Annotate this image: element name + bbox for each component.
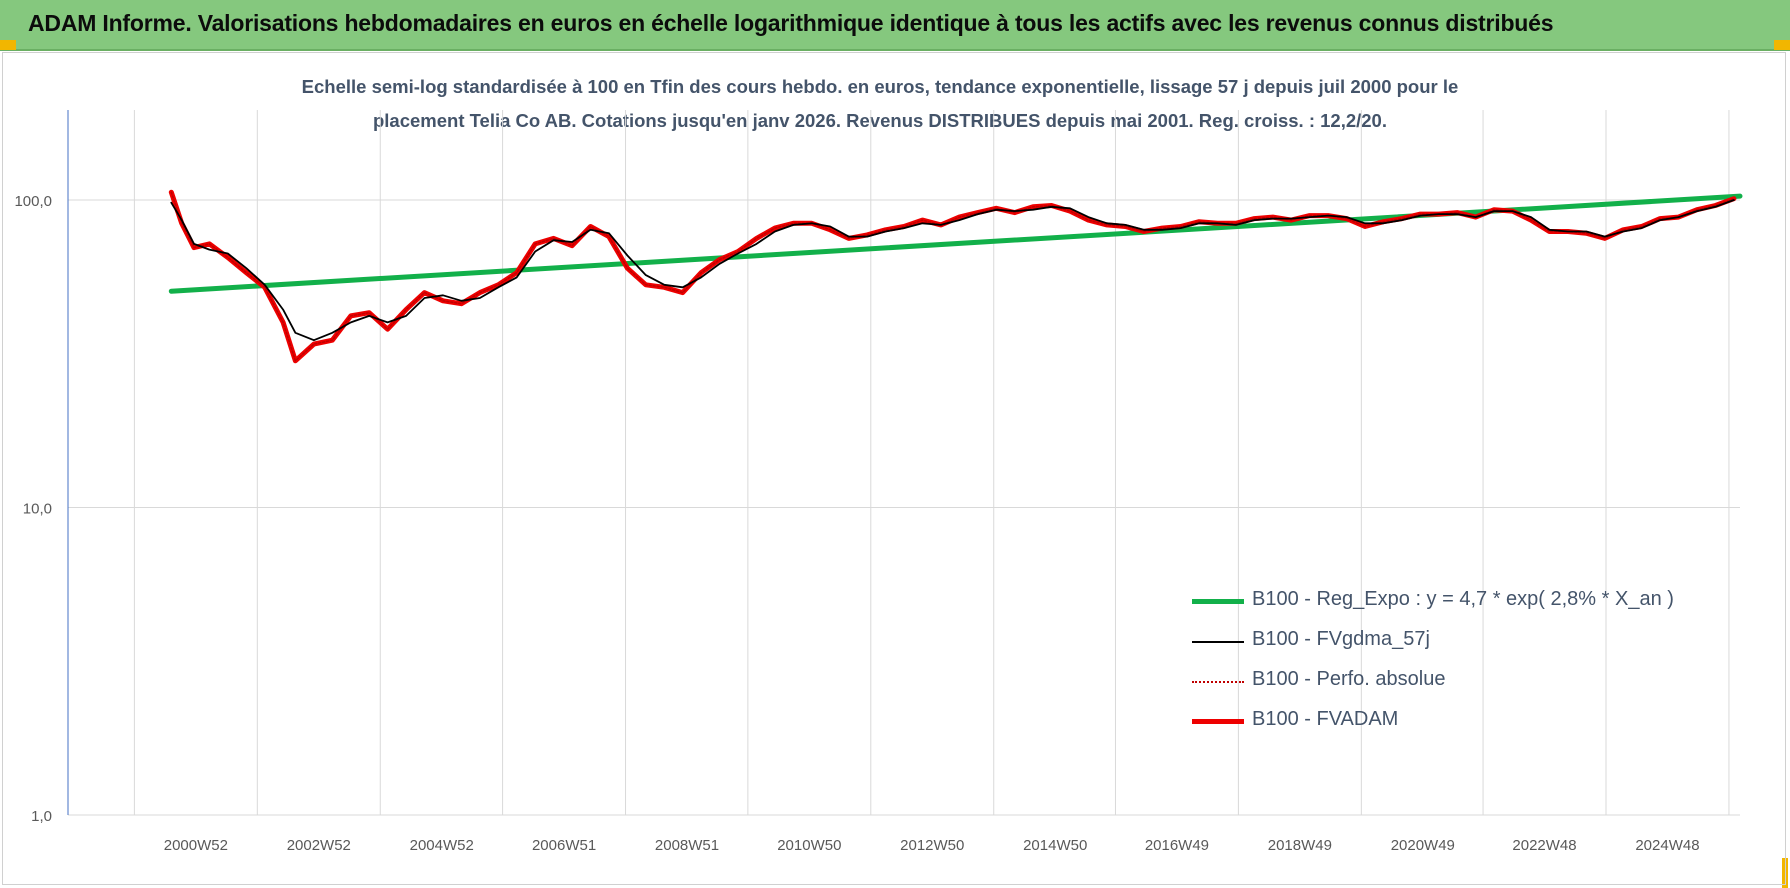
x-tick-label: 2008W51 <box>655 837 719 854</box>
x-tick-label: 2000W52 <box>164 837 228 854</box>
legend-label: B100 - Reg_Expo : y = 4,7 * exp( 2,8% * … <box>1252 588 1674 610</box>
chart-frame <box>2 52 1786 885</box>
legend-label: B100 - FVgdma_57j <box>1252 628 1430 650</box>
x-tick-label: 2024W48 <box>1635 837 1699 854</box>
x-tick-label: 2012W50 <box>900 837 964 854</box>
page-title: ADAM Informe. Valorisations hebdomadaire… <box>28 10 1554 36</box>
series-line-1 <box>170 199 1735 342</box>
x-tick-label: 2016W49 <box>1145 837 1209 854</box>
legend-swatch-perfo <box>1192 681 1244 683</box>
x-tick-label: 2018W49 <box>1268 837 1332 854</box>
x-tick-label: 2020W49 <box>1391 837 1455 854</box>
legend-swatch-reg-expo <box>1192 599 1244 604</box>
chart-title-line-1: Echelle semi-log standardisée à 100 en T… <box>301 76 1459 97</box>
legend-swatch-fvgdma <box>1192 641 1244 643</box>
x-tick-label: 2022W48 <box>1512 837 1576 854</box>
y-tick-label: 1,0 <box>31 808 52 825</box>
y-tick-label: 100,0 <box>14 193 52 210</box>
x-tick-label: 2006W51 <box>532 837 596 854</box>
x-tick-label: 2014W50 <box>1023 837 1087 854</box>
header-bar: ADAM Informe. Valorisations hebdomadaire… <box>0 0 1790 51</box>
legend-label: B100 - Perfo. absolue <box>1252 668 1446 690</box>
corner-marker-top-right <box>1774 40 1790 50</box>
legend-label: B100 - FVADAM <box>1252 708 1399 730</box>
legend-swatch-fvadam <box>1192 719 1244 724</box>
series-line-0 <box>168 193 1743 294</box>
x-tick-label: 2004W52 <box>410 837 474 854</box>
x-tick-label: 2010W50 <box>777 837 841 854</box>
chart-title-line-2: placement Telia Co AB. Cotations jusqu'e… <box>372 110 1387 131</box>
x-tick-label: 2002W52 <box>287 837 351 854</box>
y-tick-label: 10,0 <box>23 501 52 518</box>
corner-marker-top-left <box>0 40 16 50</box>
